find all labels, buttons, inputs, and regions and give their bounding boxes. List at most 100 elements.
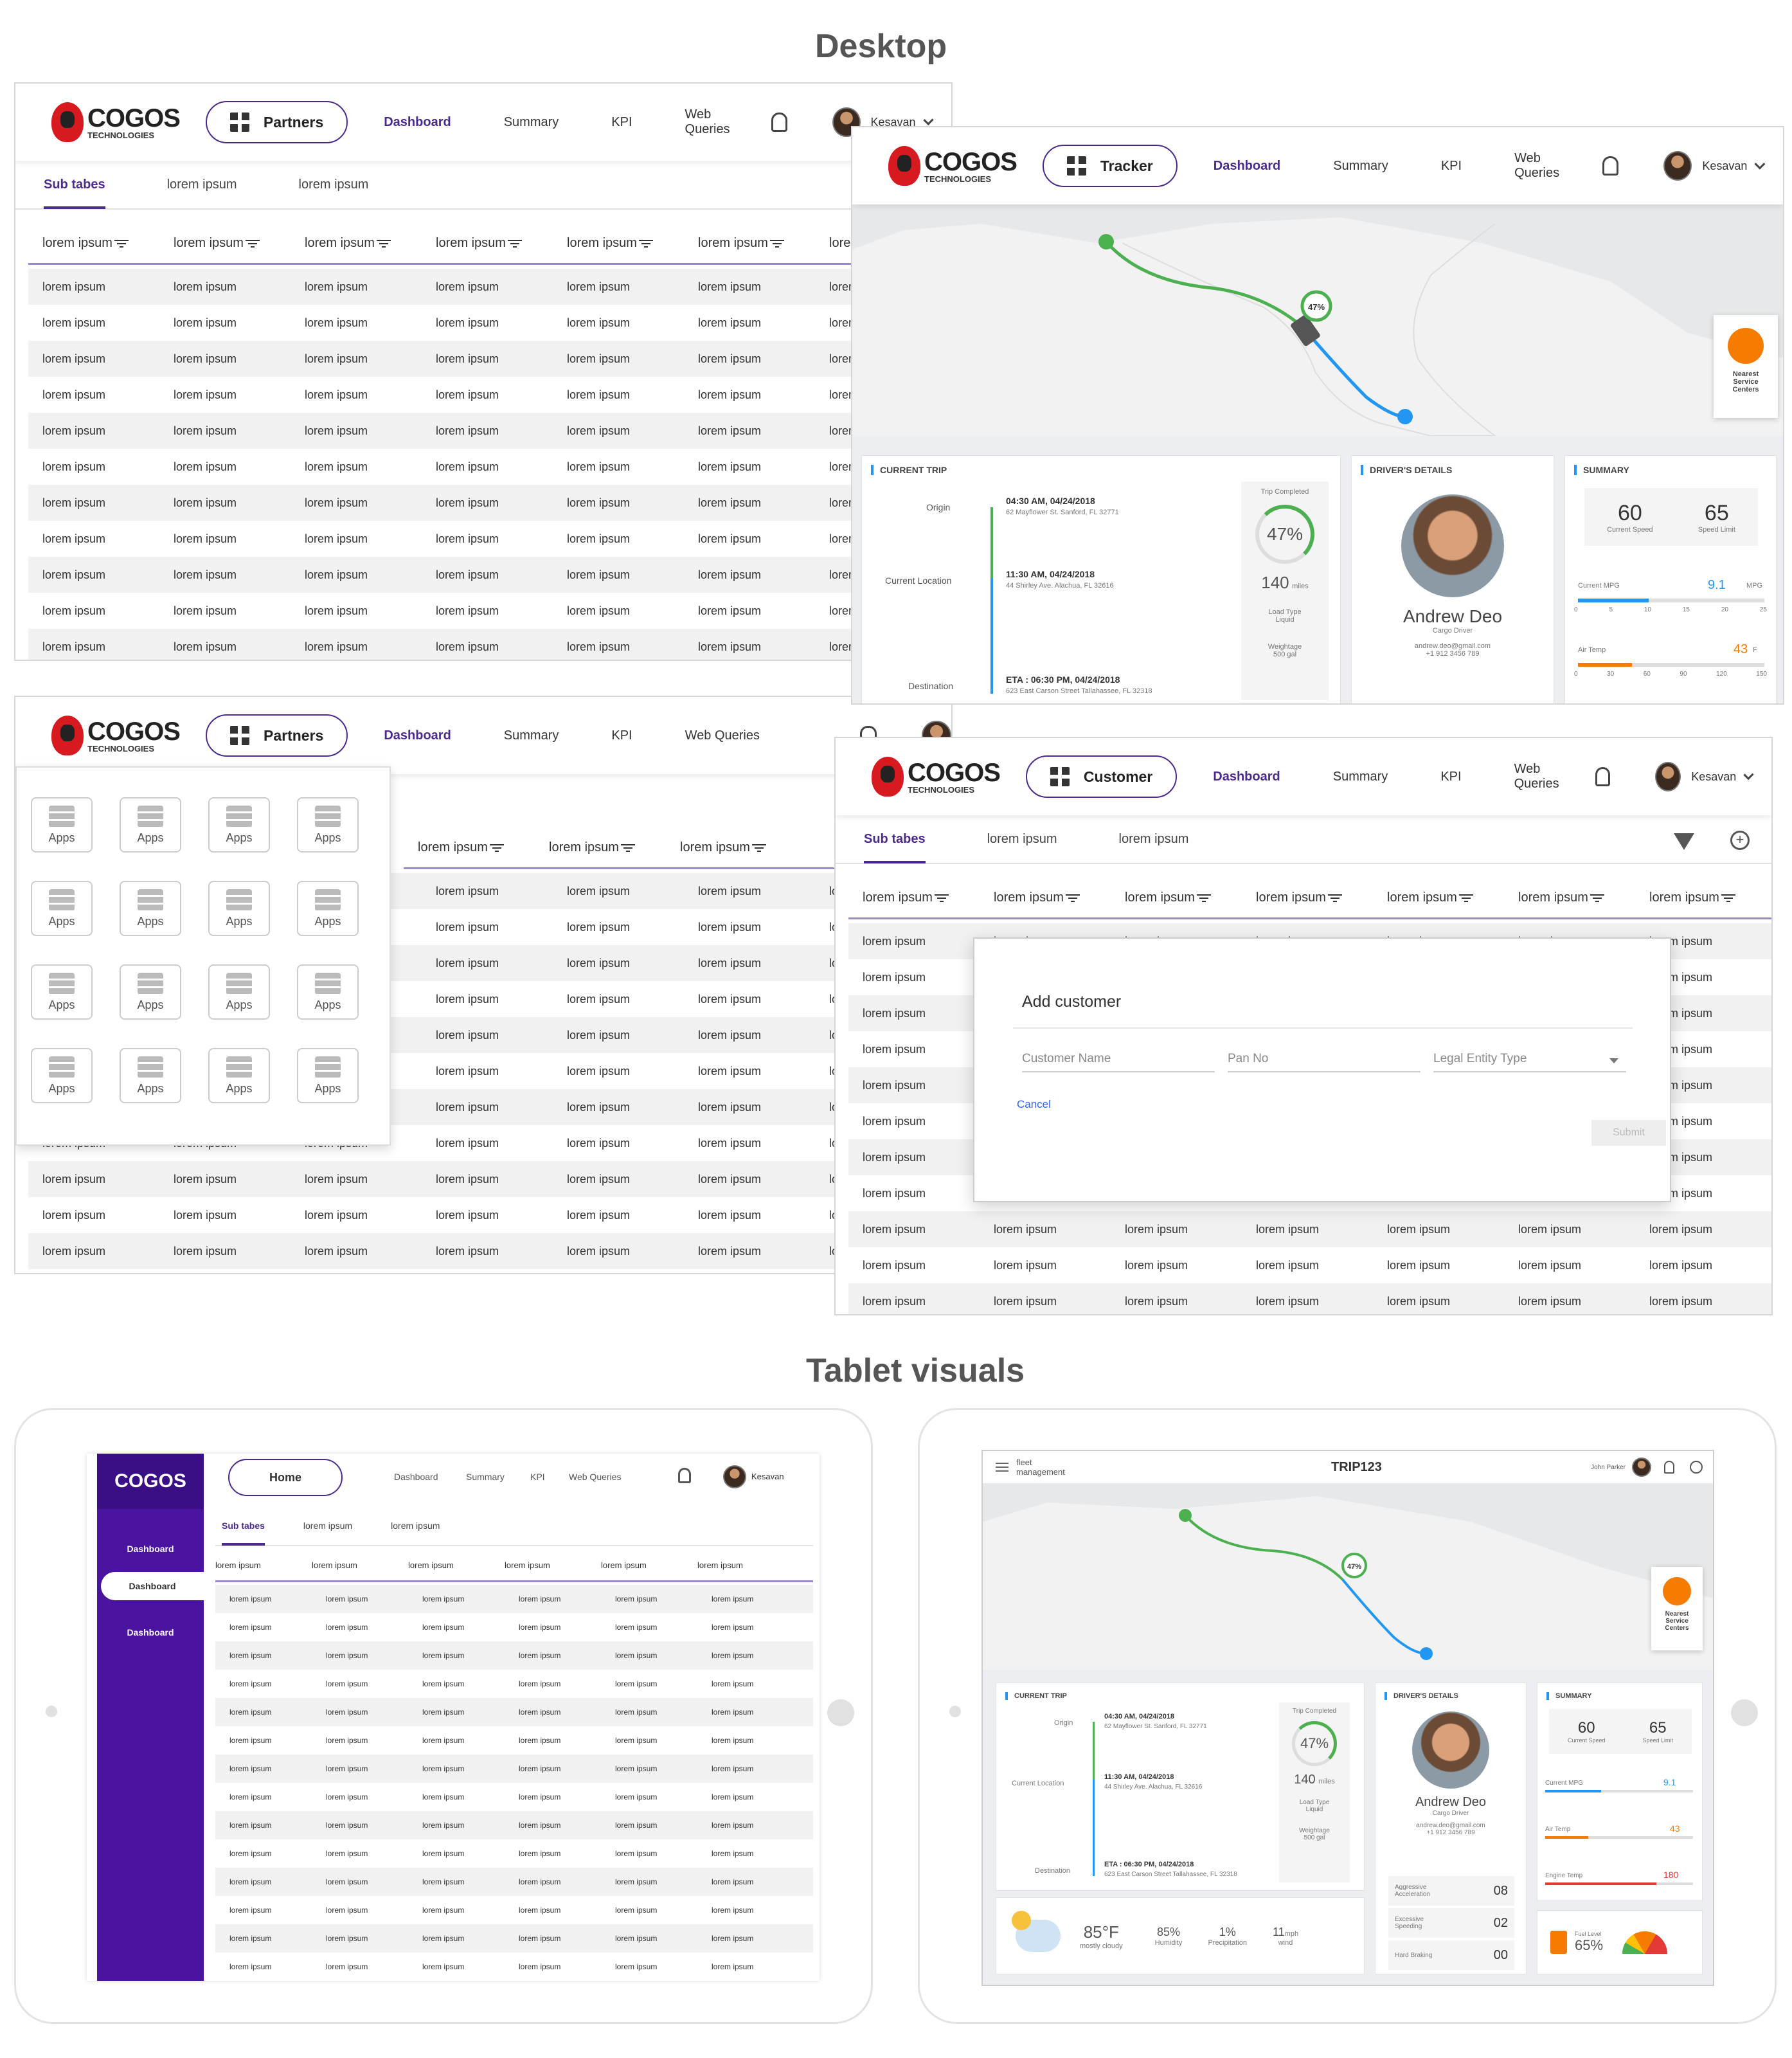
column-header[interactable]: lorem ipsum [505, 1560, 550, 1570]
bell-icon[interactable] [1664, 1461, 1674, 1474]
add-circle-icon[interactable]: + [1730, 831, 1750, 850]
nav-dashboard[interactable]: Dashboard [384, 728, 451, 743]
app-tile[interactable]: Apps [31, 964, 93, 1020]
bell-icon[interactable] [1595, 767, 1611, 786]
user-name[interactable]: Kesavan [870, 115, 916, 129]
subtab[interactable]: lorem ipsum [166, 177, 237, 192]
nav-dashboard[interactable]: Dashboard [394, 1472, 438, 1482]
table-row[interactable]: lorem ipsum lorem ipsum lorem ipsum lorem i… [28, 593, 951, 629]
power-icon[interactable] [1690, 1461, 1703, 1474]
table-row[interactable]: lorem ipsum lorem ipsum lorem ipsum lorem i… [215, 1613, 813, 1641]
app-tile[interactable]: Apps [120, 797, 181, 853]
column-header[interactable]: lorem ipsum [312, 1560, 357, 1570]
subtab[interactable]: lorem ipsum [391, 1521, 440, 1531]
column-header[interactable]: lorem ipsum [1504, 890, 1635, 905]
table-row[interactable]: lorem ipsum lorem ipsum lorem ipsum lorem i… [28, 629, 951, 660]
nav-dashboard[interactable]: Dashboard [384, 114, 451, 129]
table-row[interactable]: lorem ipsum lorem ipsum lorem ipsum lorem i… [28, 1161, 951, 1197]
table-row[interactable]: lorem ipsum lorem ipsum lorem ipsum lorem i… [28, 521, 951, 557]
table-row[interactable]: lorem ipsum lorem ipsum lorem ipsum lorem i… [215, 1755, 813, 1783]
nav-kpi[interactable]: KPI [1440, 769, 1462, 784]
nav-kpi[interactable]: KPI [530, 1472, 545, 1482]
nav-kpi[interactable]: KPI [611, 728, 632, 743]
filter-icon[interactable] [1674, 833, 1694, 850]
column-header[interactable]: lorem ipsum [1111, 890, 1242, 905]
nav-web-queries[interactable]: Web Queries [685, 728, 760, 743]
column-header[interactable]: lorem ipsum [535, 840, 666, 855]
customer-name-field[interactable]: Customer Name [1022, 1052, 1215, 1072]
column-header[interactable]: lorem ipsum [601, 1560, 647, 1570]
column-header[interactable]: lorem ipsum [422, 236, 553, 251]
app-tile[interactable]: Apps [208, 964, 270, 1020]
column-header[interactable]: lorem ipsum [666, 840, 797, 855]
table-row[interactable]: lorem ipsum lorem ipsum lorem ipsum lorem i… [28, 377, 951, 413]
app-tile[interactable]: Apps [120, 1048, 181, 1103]
nav-kpi[interactable]: KPI [1440, 158, 1462, 173]
column-header[interactable]: lorem ipsum [404, 840, 535, 855]
nearest-service-button[interactable]: Nearest Service Centers [1714, 315, 1778, 418]
app-tile[interactable]: Apps [120, 881, 181, 936]
pan-no-field[interactable]: Pan No [1228, 1052, 1420, 1072]
tablet-home-button[interactable] [827, 1699, 854, 1726]
tablet-home-button[interactable] [1731, 1699, 1758, 1726]
column-header[interactable]: lorem ipsum [408, 1560, 454, 1570]
brand-logo[interactable]: COGOS TECHNOLOGIES [51, 716, 181, 755]
user-name[interactable]: Kesavan [1691, 770, 1737, 783]
brand-logo[interactable]: COGOS TECHNOLOGIES [51, 102, 181, 142]
table-row[interactable]: lorem ipsum lorem ipsum lorem ipsum lorem i… [28, 305, 951, 341]
table-row[interactable]: lorem ipsum lorem ipsum lorem ipsum lorem i… [28, 1233, 951, 1269]
avatar[interactable] [723, 1465, 746, 1488]
column-header[interactable]: lorem ipsum [1373, 890, 1504, 905]
home-button[interactable]: Home [228, 1459, 343, 1496]
avatar[interactable] [832, 107, 861, 137]
nav-dashboard[interactable]: Dashboard [1213, 158, 1281, 173]
dropdown-caret-icon[interactable] [1609, 1058, 1618, 1063]
nav-summary[interactable]: Summary [466, 1472, 505, 1482]
column-header[interactable]: lorem ipsum [684, 236, 815, 251]
app-tile[interactable]: Apps [208, 1048, 270, 1103]
app-tile[interactable]: Apps [297, 881, 359, 936]
nav-summary[interactable]: Summary [1332, 769, 1388, 784]
nav-web-queries[interactable]: Web Queries [685, 107, 730, 136]
nav-web-queries[interactable]: Web Queries [1514, 151, 1560, 180]
app-tile[interactable]: Apps [208, 797, 270, 853]
bell-icon[interactable] [678, 1468, 691, 1483]
sidebar-item-dashboard-3[interactable]: Dashboard [127, 1627, 174, 1638]
table-row[interactable]: lorem ipsum lorem ipsum lorem ipsum lorem i… [215, 1783, 813, 1811]
avatar[interactable] [1655, 762, 1681, 791]
subtab[interactable]: lorem ipsum [987, 832, 1057, 846]
nav-summary[interactable]: Summary [1333, 158, 1388, 173]
bell-icon[interactable] [771, 113, 788, 132]
user-name[interactable]: Kesavan [1702, 159, 1748, 172]
avatar[interactable] [1663, 151, 1692, 181]
subtab-active[interactable]: Sub tabes [222, 1506, 265, 1546]
subtab[interactable]: lorem ipsum [303, 1521, 353, 1531]
sidebar-item-dashboard-active[interactable]: Dashboard [101, 1572, 204, 1600]
submit-button[interactable]: Submit [1591, 1120, 1666, 1146]
table-row[interactable]: lorem ipsum lorem ipsum lorem ipsum lorem i… [28, 557, 951, 593]
column-header[interactable]: lorem ipsum [291, 236, 422, 251]
table-row[interactable]: lorem ipsum lorem ipsum lorem ipsum lorem i… [28, 1197, 951, 1233]
legal-entity-select[interactable]: Legal Entity Type [1433, 1052, 1626, 1072]
app-tile[interactable]: Apps [31, 1048, 93, 1103]
context-switch-button[interactable]: Partners [206, 714, 348, 757]
subtab[interactable]: lorem ipsum [298, 177, 369, 192]
table-row[interactable]: lorem ipsum lorem ipsum lorem ipsum lorem i… [215, 1953, 813, 1981]
app-tile[interactable]: Apps [297, 964, 359, 1020]
table-row[interactable]: lorem ipsum lorem ipsum lorem ipsum lorem i… [28, 449, 951, 485]
nav-summary[interactable]: Summary [503, 728, 559, 743]
app-tile[interactable]: Apps [120, 964, 181, 1020]
table-row[interactable]: lorem ipsum lorem ipsum lorem ipsum lorem i… [848, 1247, 1771, 1283]
nav-web-queries[interactable]: Web Queries [1514, 762, 1559, 791]
table-row[interactable]: lorem ipsum lorem ipsum lorem ipsum lorem i… [215, 1896, 813, 1924]
table-row[interactable]: lorem ipsum lorem ipsum lorem ipsum lorem i… [215, 1698, 813, 1726]
context-switch-button[interactable]: Tracker [1042, 145, 1178, 187]
chevron-down-icon[interactable] [923, 114, 934, 126]
app-tile[interactable]: Apps [208, 881, 270, 936]
chevron-down-icon[interactable] [1743, 769, 1754, 781]
table-row[interactable]: lorem ipsum lorem ipsum lorem ipsum lorem i… [848, 1211, 1771, 1247]
brand-logo[interactable]: COGOS TECHNOLOGIES [872, 757, 1001, 797]
subtab-active[interactable]: Sub tabes [864, 815, 926, 863]
table-row[interactable]: lorem ipsum lorem ipsum lorem ipsum lorem i… [28, 269, 951, 305]
subtab[interactable]: lorem ipsum [1118, 832, 1189, 846]
